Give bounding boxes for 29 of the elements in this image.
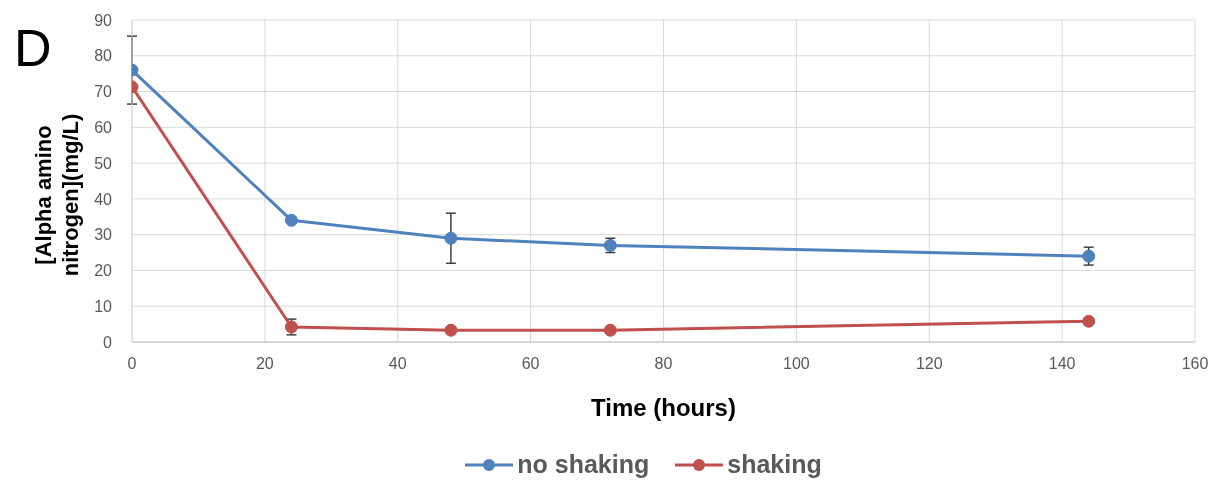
x-axis-title: Time (hours) <box>591 394 736 421</box>
y-tick-label: 60 <box>94 119 113 137</box>
x-tick-label: 120 <box>915 355 943 373</box>
legend-label: shaking <box>727 450 822 479</box>
point <box>444 231 458 245</box>
x-tick-label: 20 <box>255 355 274 373</box>
point <box>603 323 617 337</box>
y-tick-label: 50 <box>94 154 113 172</box>
y-tick-label: 40 <box>94 190 113 208</box>
x-tick-label: 140 <box>1048 355 1076 373</box>
y-tick-label: 0 <box>103 333 113 351</box>
x-tick-label: 160 <box>1181 355 1209 373</box>
x-tick-label: 40 <box>388 355 407 373</box>
y-tick-label: 20 <box>94 262 113 280</box>
y-tick-label: 30 <box>94 226 113 244</box>
y-tick-label: 70 <box>94 83 113 101</box>
x-tick-label: 0 <box>127 355 137 373</box>
legend-label: no shaking <box>517 450 650 479</box>
x-tick-label: 60 <box>521 355 540 373</box>
y-axis-title: [Alpha amino nitrogen](mg/L) <box>30 113 83 277</box>
y-tick-label: 90 <box>94 11 113 29</box>
point <box>284 213 298 227</box>
x-tick-label: 80 <box>654 355 673 373</box>
y-tick-label: 80 <box>94 47 113 65</box>
chart-title: D <box>14 19 52 77</box>
x-tick-label: 100 <box>783 355 810 373</box>
y-tick-label: 10 <box>94 297 113 315</box>
point <box>444 323 458 337</box>
point <box>1082 314 1096 328</box>
